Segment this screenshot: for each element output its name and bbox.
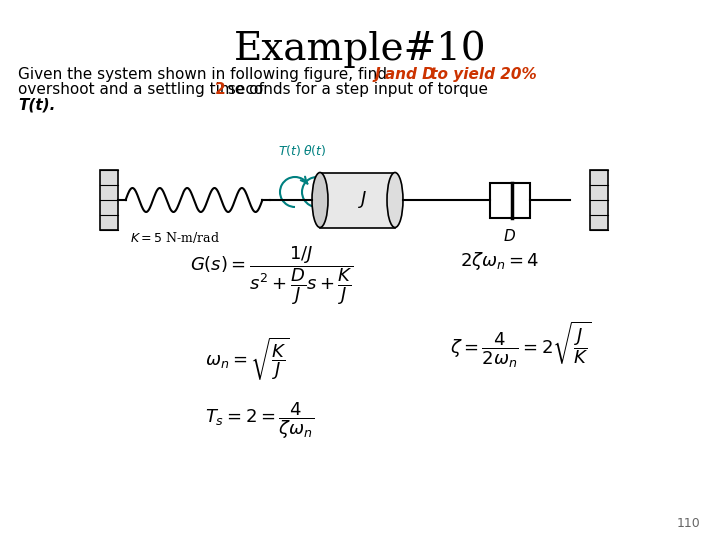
Text: to yield 20%: to yield 20% — [425, 67, 536, 82]
Text: $D$: $D$ — [503, 228, 516, 244]
Text: 2: 2 — [215, 82, 226, 97]
Bar — [490, 183, 530, 218]
Bar — [100, 170, 118, 230]
Bar — [590, 170, 608, 230]
Text: $\zeta = \dfrac{4}{2\omega_n} = 2\sqrt{\dfrac{J}{K}}$: $\zeta = \dfrac{4}{2\omega_n} = 2\sqrt{\… — [450, 320, 592, 370]
Text: overshoot and a settling time of: overshoot and a settling time of — [18, 82, 269, 97]
Text: $G(s) = \dfrac{1/J}{s^2 + \dfrac{D}{J}s + \dfrac{K}{J}}$: $G(s) = \dfrac{1/J}{s^2 + \dfrac{D}{J}s … — [190, 245, 354, 307]
Text: $T(t)$: $T(t)$ — [279, 143, 302, 158]
Ellipse shape — [312, 172, 328, 227]
Text: $T_s = 2 = \dfrac{4}{\zeta\omega_n}$: $T_s = 2 = \dfrac{4}{\zeta\omega_n}$ — [205, 400, 314, 441]
Text: $\omega_n = \sqrt{\dfrac{K}{J}}$: $\omega_n = \sqrt{\dfrac{K}{J}}$ — [205, 335, 289, 382]
Text: T(t).: T(t). — [18, 97, 55, 112]
Text: seconds for a step input of torque: seconds for a step input of torque — [223, 82, 488, 97]
Text: $2\zeta\omega_n = 4$: $2\zeta\omega_n = 4$ — [460, 250, 539, 272]
Text: Example#10: Example#10 — [234, 30, 486, 68]
Text: $K = 5$ N-m/rad: $K = 5$ N-m/rad — [130, 230, 220, 245]
Text: $J$: $J$ — [358, 190, 367, 211]
Text: J and D: J and D — [375, 67, 436, 82]
Bar — [320, 172, 395, 227]
Text: $\theta(t)$: $\theta(t)$ — [303, 143, 327, 158]
Text: 110: 110 — [676, 517, 700, 530]
Text: Given the system shown in following figure, find: Given the system shown in following figu… — [18, 67, 392, 82]
Ellipse shape — [387, 172, 403, 227]
